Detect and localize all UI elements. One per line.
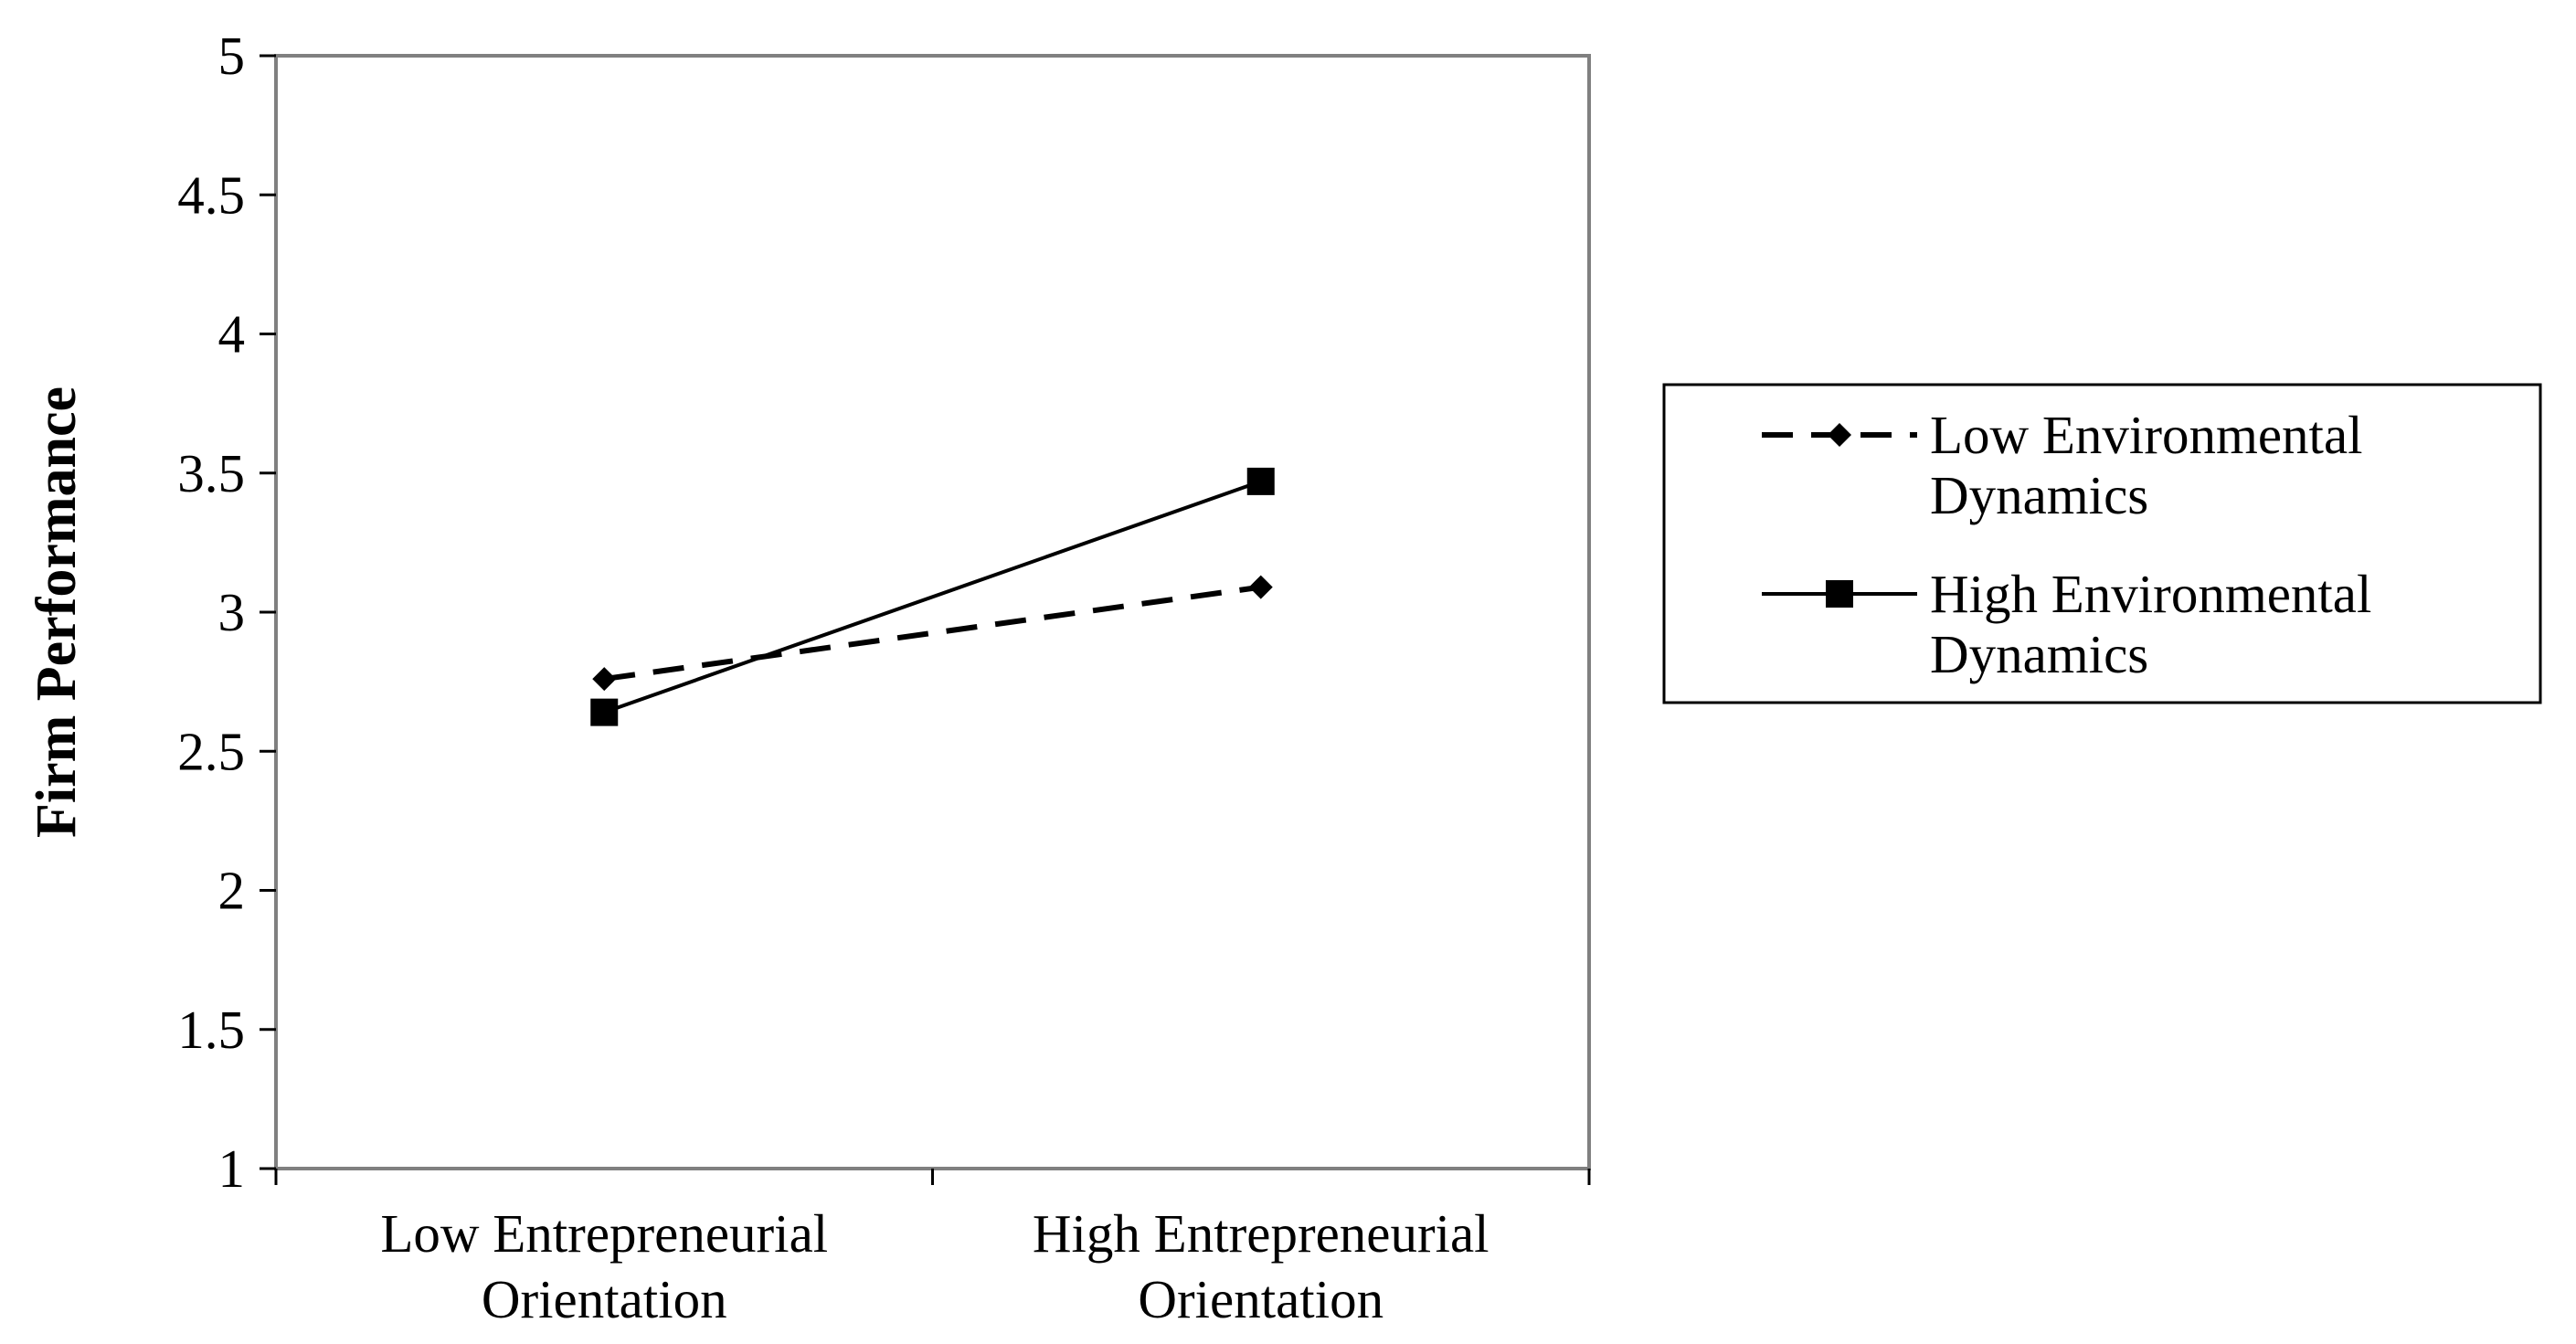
series-layer xyxy=(590,467,1275,726)
plot-area-frame xyxy=(274,54,1591,1170)
x-tick-label-line: High Entrepreneurial xyxy=(1033,1203,1489,1264)
legend-label-line: Low Environmental xyxy=(1930,405,2363,465)
legend-entry-1: Low Environmental Dynamics xyxy=(1762,405,2363,525)
series-line xyxy=(603,584,1262,683)
y-axis: 1 1.5 2 2.5 3 3.5 4 4.5 5 xyxy=(177,26,276,1199)
legend-marker xyxy=(1828,423,1851,447)
legend-label-line: High Environmental xyxy=(1930,564,2371,624)
y-tick-label: 2 xyxy=(218,861,246,921)
series-2 xyxy=(590,467,1275,726)
legend-label-line: Dynamics xyxy=(1930,465,2148,525)
legend-label: High Environmental Dynamics xyxy=(1930,564,2371,684)
y-tick-label: 1 xyxy=(218,1138,246,1199)
y-tick-label: 5 xyxy=(218,26,246,86)
y-axis-title: Firm Performance xyxy=(26,386,88,838)
series-1 xyxy=(592,575,1273,692)
x-tick-label-line: Orientation xyxy=(1138,1269,1383,1329)
y-tick-label: 1.5 xyxy=(177,1000,245,1060)
y-tick-label: 3 xyxy=(218,582,246,642)
data-point-diamond xyxy=(1248,575,1273,599)
legend-marker xyxy=(1826,580,1853,608)
data-point-square xyxy=(590,698,619,726)
y-tick-label: 3.5 xyxy=(177,443,245,503)
x-tick-label-line: Low Entrepreneurial xyxy=(380,1203,828,1264)
series-line xyxy=(603,479,1262,714)
y-tick-label: 2.5 xyxy=(177,721,245,781)
legend-label-line: Dynamics xyxy=(1930,624,2148,684)
x-tick-label: High Entrepreneurial Orientation xyxy=(1033,1203,1489,1329)
data-point-diamond xyxy=(592,667,617,692)
y-tick-label: 4.5 xyxy=(177,164,245,225)
y-tick-label: 4 xyxy=(218,304,246,365)
data-point-square xyxy=(1246,467,1275,495)
legend-label: Low Environmental Dynamics xyxy=(1930,405,2363,525)
x-tick-label: Low Entrepreneurial Orientation xyxy=(380,1203,828,1329)
x-tick-label-line: Orientation xyxy=(482,1269,727,1329)
legend-entry-2: High Environmental Dynamics xyxy=(1762,564,2371,684)
legend-frame xyxy=(1662,383,2542,704)
